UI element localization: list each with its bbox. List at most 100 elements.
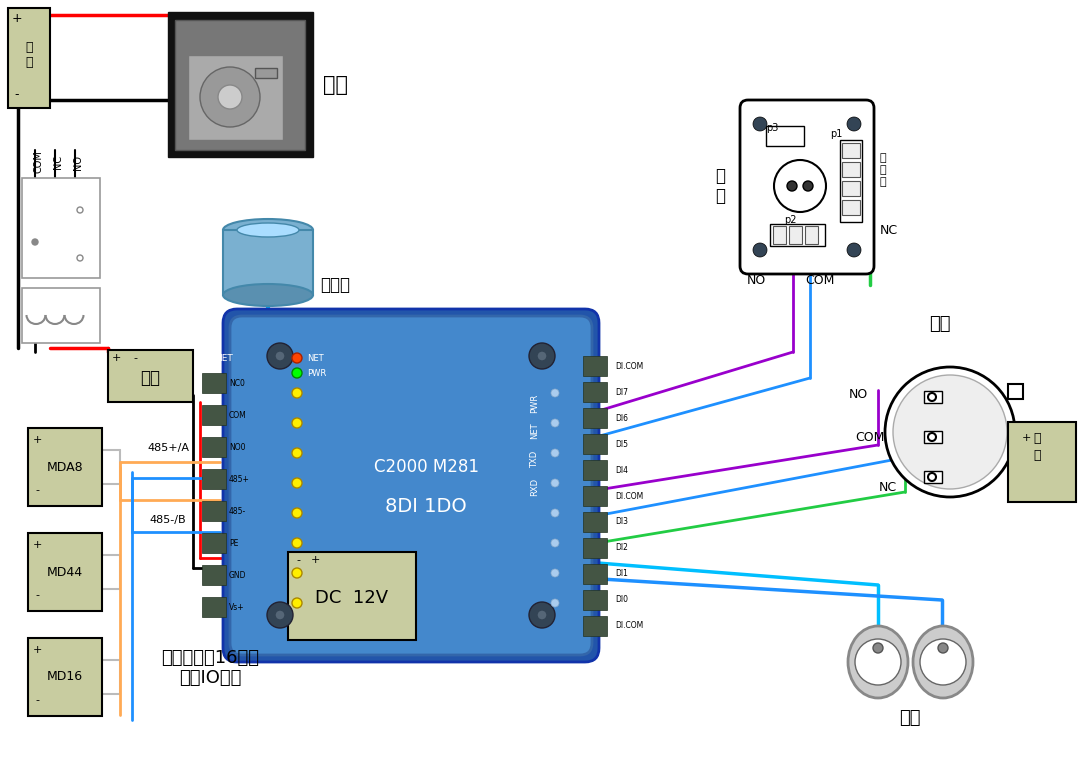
Text: DI2: DI2 xyxy=(615,544,628,552)
Text: MD16: MD16 xyxy=(47,670,83,683)
Ellipse shape xyxy=(913,626,973,698)
Text: DI6: DI6 xyxy=(615,414,628,423)
Bar xyxy=(583,512,606,532)
Circle shape xyxy=(218,85,242,109)
Text: 源: 源 xyxy=(1033,449,1041,461)
Circle shape xyxy=(919,639,966,685)
Text: DI1: DI1 xyxy=(615,569,628,578)
Circle shape xyxy=(529,343,554,369)
Text: 门磁: 门磁 xyxy=(899,709,921,727)
Text: 485-: 485- xyxy=(229,506,246,516)
Circle shape xyxy=(537,351,547,361)
Text: 电
源: 电 源 xyxy=(25,41,32,69)
Circle shape xyxy=(292,368,302,378)
Bar xyxy=(255,68,277,78)
Text: NO: NO xyxy=(746,273,766,286)
Text: 485+: 485+ xyxy=(229,474,250,483)
Bar xyxy=(841,143,860,158)
Circle shape xyxy=(200,67,260,127)
Text: DC  12V: DC 12V xyxy=(315,589,389,607)
Circle shape xyxy=(268,343,293,369)
Text: GND: GND xyxy=(229,571,247,580)
Bar xyxy=(22,178,100,278)
Bar xyxy=(223,230,313,295)
Text: MD44: MD44 xyxy=(47,565,83,578)
Bar xyxy=(583,590,606,610)
Text: Vs+: Vs+ xyxy=(229,603,245,611)
Text: NET: NET xyxy=(306,353,324,362)
Text: DI.COM: DI.COM xyxy=(615,362,643,371)
Bar xyxy=(203,533,226,553)
Circle shape xyxy=(268,602,293,628)
Circle shape xyxy=(275,351,285,361)
Bar xyxy=(108,350,193,402)
Circle shape xyxy=(292,538,302,548)
Bar xyxy=(924,391,942,403)
Bar xyxy=(203,565,226,585)
Text: -: - xyxy=(35,695,39,705)
Text: +: + xyxy=(32,645,41,655)
Text: +: + xyxy=(12,11,23,25)
Bar xyxy=(773,226,786,244)
Text: +: + xyxy=(32,435,41,445)
Bar xyxy=(188,55,283,140)
Text: -: - xyxy=(35,590,39,600)
Circle shape xyxy=(551,389,559,397)
Circle shape xyxy=(551,569,559,577)
Bar xyxy=(790,226,803,244)
Text: NC: NC xyxy=(880,224,898,237)
Text: NET: NET xyxy=(216,353,233,362)
Bar xyxy=(805,226,818,244)
Text: NC: NC xyxy=(53,155,63,169)
Bar xyxy=(203,501,226,521)
Circle shape xyxy=(292,418,302,428)
Bar xyxy=(203,373,226,393)
Text: 电源: 电源 xyxy=(140,369,160,387)
Circle shape xyxy=(847,117,861,131)
Text: COM: COM xyxy=(856,430,885,444)
Text: 电: 电 xyxy=(1033,431,1041,444)
Text: MDA8: MDA8 xyxy=(47,460,83,473)
Bar xyxy=(924,431,942,443)
Text: 电机: 电机 xyxy=(323,75,348,95)
Text: DI.COM: DI.COM xyxy=(615,621,643,630)
Bar xyxy=(841,181,860,196)
Bar xyxy=(203,597,226,617)
Text: -: - xyxy=(35,485,39,495)
Text: PWR: PWR xyxy=(531,394,539,413)
Circle shape xyxy=(292,478,302,488)
Text: 8DI 1DO: 8DI 1DO xyxy=(386,497,467,516)
Circle shape xyxy=(551,419,559,427)
Bar xyxy=(203,437,226,457)
Bar xyxy=(28,638,102,716)
Bar xyxy=(583,434,606,454)
Bar xyxy=(175,20,305,150)
Text: NC0: NC0 xyxy=(229,378,245,388)
Bar xyxy=(1008,422,1077,502)
Ellipse shape xyxy=(848,626,908,698)
Bar xyxy=(583,486,606,506)
Text: 485+/A: 485+/A xyxy=(147,443,190,453)
Bar xyxy=(583,356,606,376)
Circle shape xyxy=(928,473,936,481)
Circle shape xyxy=(854,639,901,685)
Text: DI7: DI7 xyxy=(615,388,628,397)
FancyBboxPatch shape xyxy=(223,309,599,662)
Text: TXD: TXD xyxy=(531,450,539,467)
Bar xyxy=(583,564,606,584)
Text: p3: p3 xyxy=(766,123,779,133)
Circle shape xyxy=(292,598,302,608)
Text: 最多可级联16个本
公司IO产品: 最多可级联16个本 公司IO产品 xyxy=(161,649,259,687)
Text: 水
浸: 水 浸 xyxy=(715,166,725,205)
Text: -: - xyxy=(133,353,138,363)
Circle shape xyxy=(551,479,559,487)
Bar xyxy=(583,382,606,402)
Circle shape xyxy=(885,367,1015,497)
Bar xyxy=(28,428,102,506)
Circle shape xyxy=(292,388,302,398)
Bar xyxy=(583,460,606,480)
Ellipse shape xyxy=(223,284,313,306)
Circle shape xyxy=(32,239,38,245)
Circle shape xyxy=(774,160,826,212)
Circle shape xyxy=(551,599,559,607)
